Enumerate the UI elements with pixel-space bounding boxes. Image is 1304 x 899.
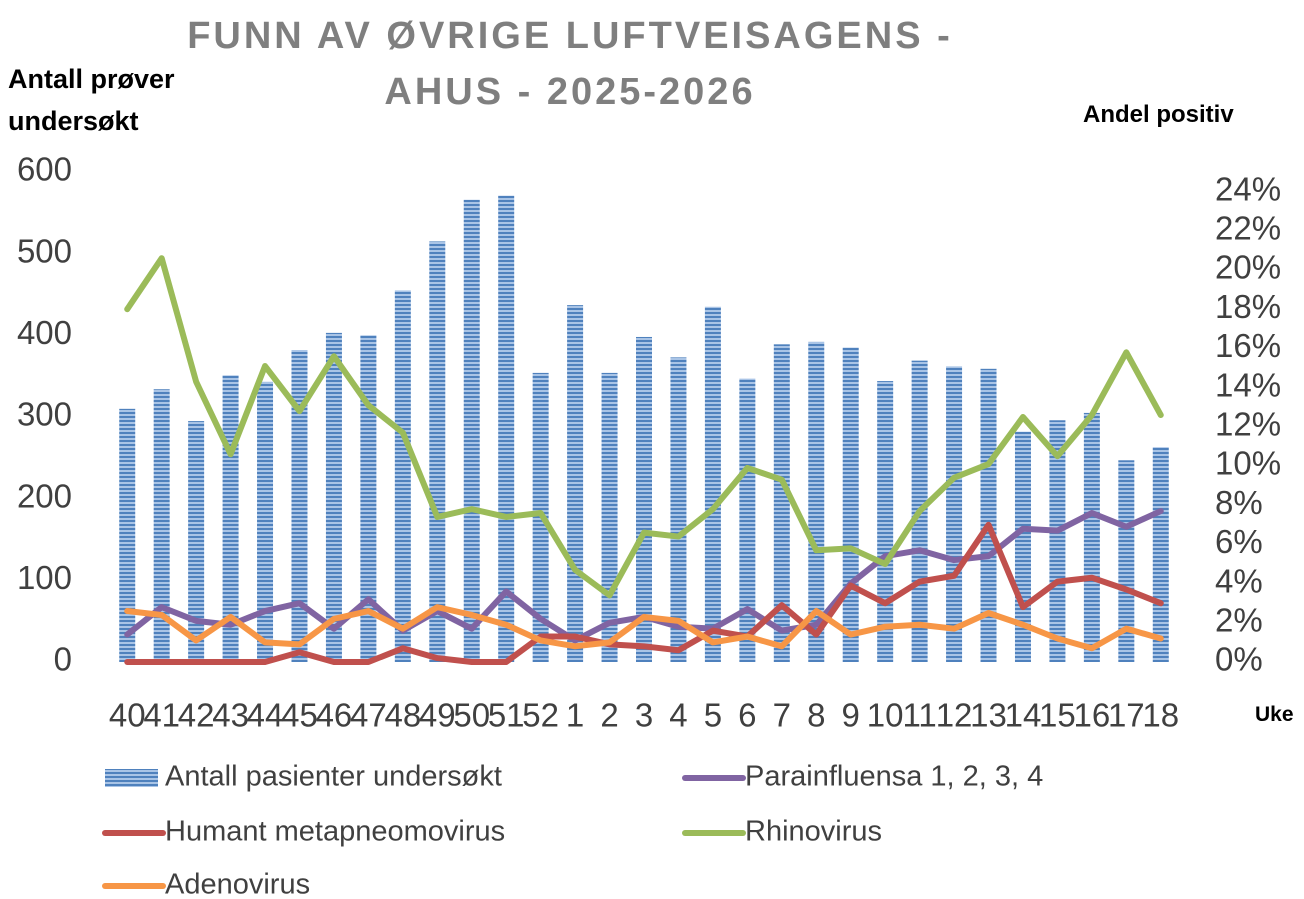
bar: [498, 195, 515, 662]
x-tick-label: 17: [1108, 697, 1145, 734]
y2-tick-label: 6%: [1215, 523, 1263, 560]
bar: [394, 290, 411, 662]
y-tick-label: 300: [17, 396, 72, 433]
y-tick-label: 100: [17, 559, 72, 596]
x-tick-label: 15: [1039, 697, 1076, 734]
bar: [257, 381, 274, 662]
x-tick-label: 6: [738, 697, 756, 734]
x-tick-label: 18: [1142, 697, 1179, 734]
x-tick-label: 48: [384, 697, 421, 734]
x-tick-label: 42: [178, 697, 215, 734]
bar: [704, 306, 721, 662]
x-tick-label: 16: [1074, 697, 1111, 734]
x-tick-label: 5: [704, 697, 722, 734]
y-tick-label: 200: [17, 477, 72, 514]
bar: [1152, 447, 1169, 662]
x-tick-label: 47: [350, 697, 387, 734]
x-tick-label: 49: [419, 697, 456, 734]
y-tick-label: 400: [17, 314, 72, 351]
y2-tick-label: 24%: [1215, 170, 1281, 207]
y2-tick-label: 22%: [1215, 210, 1281, 247]
bar: [153, 389, 170, 662]
series-line: [124, 521, 1164, 665]
bar: [325, 332, 342, 662]
legend-label: Parainfluensa 1, 2, 3, 4: [745, 761, 1043, 793]
x-tick-label: 50: [453, 697, 490, 734]
x-tick-label: 52: [522, 697, 559, 734]
chart-title: FUNN AV ØVRIGE LUFTVEISAGENS - AHUS - 20…: [187, 15, 953, 113]
series-line: [124, 604, 1164, 652]
x-tick-label: 14: [1005, 697, 1042, 734]
y2-tick-label: 16%: [1215, 327, 1281, 364]
x-tick-label: 1: [566, 697, 584, 734]
x-tick-label: 11: [902, 697, 936, 734]
x-tick-label: 9: [842, 697, 860, 734]
bar: [188, 421, 205, 662]
x-tick-label: 45: [281, 697, 318, 734]
bar: [773, 344, 790, 662]
bar: [601, 372, 618, 662]
y-axis-label: Antall prøver undersøkt: [8, 64, 175, 136]
y-tick-label: 500: [17, 232, 72, 269]
x-tick-label: 44: [247, 697, 284, 734]
series-line: [124, 255, 1164, 599]
bar: [636, 336, 652, 662]
x-tick-label: 12: [936, 697, 973, 734]
bar: [463, 199, 480, 662]
x-axis-label: Uke: [1255, 703, 1294, 726]
y2-tick-label: 8%: [1215, 484, 1263, 521]
x-tick-label: 46: [316, 697, 353, 734]
y2-axis-label: Andel positiv: [1083, 101, 1234, 128]
x-tick-label: 43: [212, 697, 249, 734]
y-tick-label: 0: [54, 641, 72, 678]
bar: [739, 378, 756, 662]
x-tick-label: 40: [109, 697, 146, 734]
bar: [291, 350, 308, 662]
legend-label: Rhinovirus: [745, 816, 882, 848]
bar: [567, 305, 584, 662]
bar: [670, 357, 687, 662]
x-tick-label: 7: [773, 697, 791, 734]
bar: [1083, 412, 1100, 662]
bar: [980, 368, 997, 662]
y2-tick-label: 0%: [1215, 641, 1263, 678]
legend-label: Humant metapneomovirus: [165, 816, 505, 848]
legend-swatch: [105, 769, 158, 787]
x-tick-label: 3: [635, 697, 653, 734]
bar: [808, 341, 825, 662]
y2-tick-label: 18%: [1215, 288, 1281, 325]
legend-label: Antall pasienter undersøkt: [165, 761, 502, 793]
bar: [429, 241, 446, 662]
bar: [842, 347, 859, 662]
x-tick-label: 13: [970, 697, 1007, 734]
bar: [1118, 460, 1135, 662]
y2-tick-label: 10%: [1215, 445, 1281, 482]
y2-tick-label: 20%: [1215, 249, 1281, 286]
x-tick-label: 41: [143, 697, 180, 734]
y-tick-label: 600: [17, 151, 72, 188]
bar: [946, 366, 963, 662]
y2-tick-label: 14%: [1215, 366, 1281, 403]
y2-tick-label: 4%: [1215, 562, 1263, 599]
bar: [119, 408, 136, 662]
x-tick-label: 2: [600, 697, 618, 734]
bar: [877, 381, 894, 662]
y2-tick-label: 2%: [1215, 602, 1263, 639]
legend-label: Adenovirus: [165, 869, 310, 899]
x-tick-label: 4: [669, 697, 687, 734]
bar: [1049, 420, 1066, 662]
x-tick-label: 8: [807, 697, 825, 734]
x-tick-label: 10: [867, 697, 904, 734]
bar: [360, 335, 377, 662]
y2-tick-label: 12%: [1215, 406, 1281, 443]
x-tick-label: 51: [488, 697, 525, 734]
